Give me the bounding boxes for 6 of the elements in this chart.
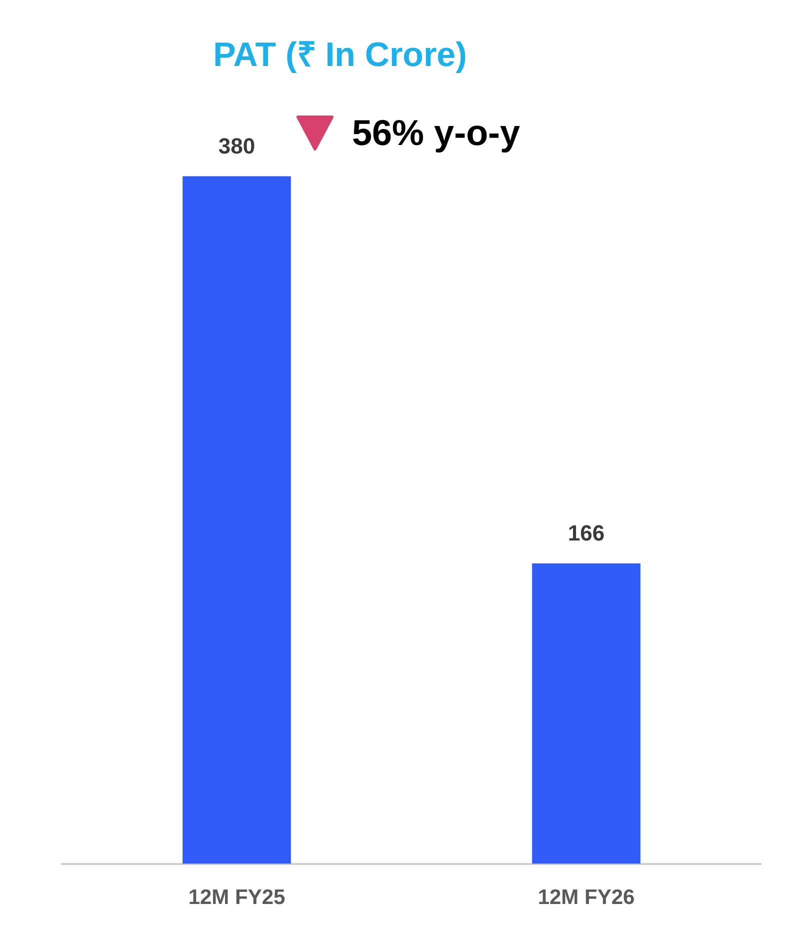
text: 56% y-o-y — [352, 112, 520, 154]
x-tick-label: 12M FY25 — [188, 886, 286, 910]
data-label: 380 — [218, 133, 256, 158]
data-label: 166 — [568, 520, 605, 546]
chart-title: PAT (₹ In Crore) — [212, 35, 468, 76]
x-tick-label: 12M FY26 — [538, 886, 635, 910]
